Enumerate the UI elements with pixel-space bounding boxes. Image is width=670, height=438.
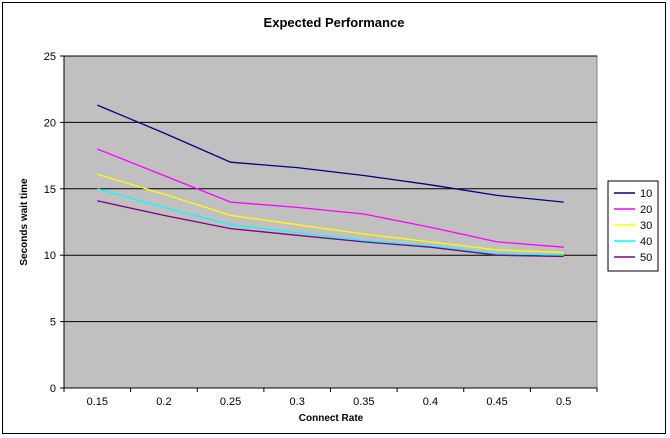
series-line-50 [97,200,564,258]
legend-label-20: 20 [640,204,652,216]
y-axis: 0 5 10 15 20 25 [44,51,65,395]
x-tick-label: 0.2 [156,396,171,408]
y-tick-label: 20 [44,117,56,129]
y-tick-label: 25 [44,51,56,63]
x-tick-label: 0.15 [87,396,108,408]
x-tick-label: 0.5 [556,396,571,408]
x-tick-label: 0.3 [290,396,305,408]
x-axis: 0.15 0.2 0.25 0.3 0.35 0.4 0.45 0.5 [63,387,598,408]
legend-label-30: 30 [640,220,652,232]
series-line-30 [97,173,564,254]
legend: 10 20 30 40 50 [607,180,659,272]
legend-box [607,180,659,272]
x-tick-label: 0.25 [220,396,241,408]
legend-label-50: 50 [640,252,652,264]
plot-area [63,55,598,389]
y-tick-label: 5 [50,317,56,329]
series-line-10 [97,104,564,203]
series-line-20 [97,148,564,248]
chart-title: Expected Performance [264,15,405,30]
x-tick-label: 0.4 [423,396,438,408]
series-lines [97,104,564,258]
y-tick-label: 10 [44,250,56,262]
x-tick-label: 0.45 [486,396,507,408]
legend-label-40: 40 [640,236,652,248]
y-tick-label: 0 [50,383,56,395]
x-axis-title: Connect Rate [299,413,364,424]
y-tick-label: 15 [44,184,56,196]
x-tick-label: 0.35 [353,396,374,408]
y-axis-title: Seconds wait time [19,178,30,266]
series-line-40 [97,188,564,256]
legend-label-10: 10 [640,188,652,200]
